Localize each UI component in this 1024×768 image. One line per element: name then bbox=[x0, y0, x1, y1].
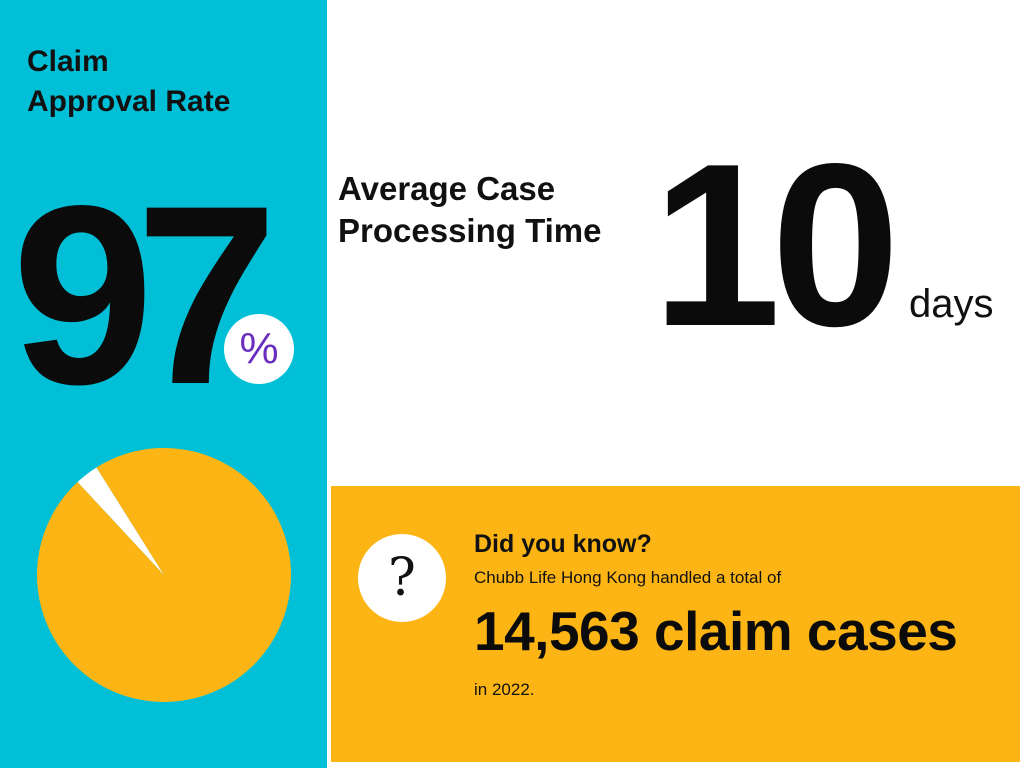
processing-time-unit: days bbox=[909, 282, 994, 326]
claim-approval-value: 97 bbox=[12, 153, 278, 438]
did-you-know-box: ? Did you know? Chubb Life Hong Kong han… bbox=[331, 486, 1020, 762]
claim-approval-title-line2: Approval Rate bbox=[27, 85, 231, 118]
processing-time-value: 10 bbox=[652, 116, 900, 375]
processing-time-title-line1: Average Case bbox=[338, 170, 556, 207]
processing-time-title-line2: Processing Time bbox=[338, 212, 602, 249]
did-you-know-intro: Chubb Life Hong Kong handled a total of bbox=[474, 568, 782, 587]
pie-slice-approved bbox=[37, 448, 291, 702]
claim-approval-panel: Claim Approval Rate 97 % bbox=[0, 0, 327, 768]
pie-slice-other bbox=[77, 467, 164, 575]
processing-time-title: Average Case Processing Time bbox=[338, 168, 602, 252]
approval-pie-chart bbox=[37, 448, 291, 702]
question-mark-icon: ? bbox=[358, 534, 446, 622]
did-you-know-outro: in 2022. bbox=[474, 680, 535, 699]
percent-badge: % bbox=[224, 314, 294, 384]
did-you-know-heading: Did you know? bbox=[474, 530, 652, 558]
claim-approval-title: Claim Approval Rate bbox=[27, 42, 230, 122]
claim-approval-title-line1: Claim bbox=[27, 45, 109, 78]
claim-cases-stat: 14,563 claim cases bbox=[474, 600, 958, 662]
